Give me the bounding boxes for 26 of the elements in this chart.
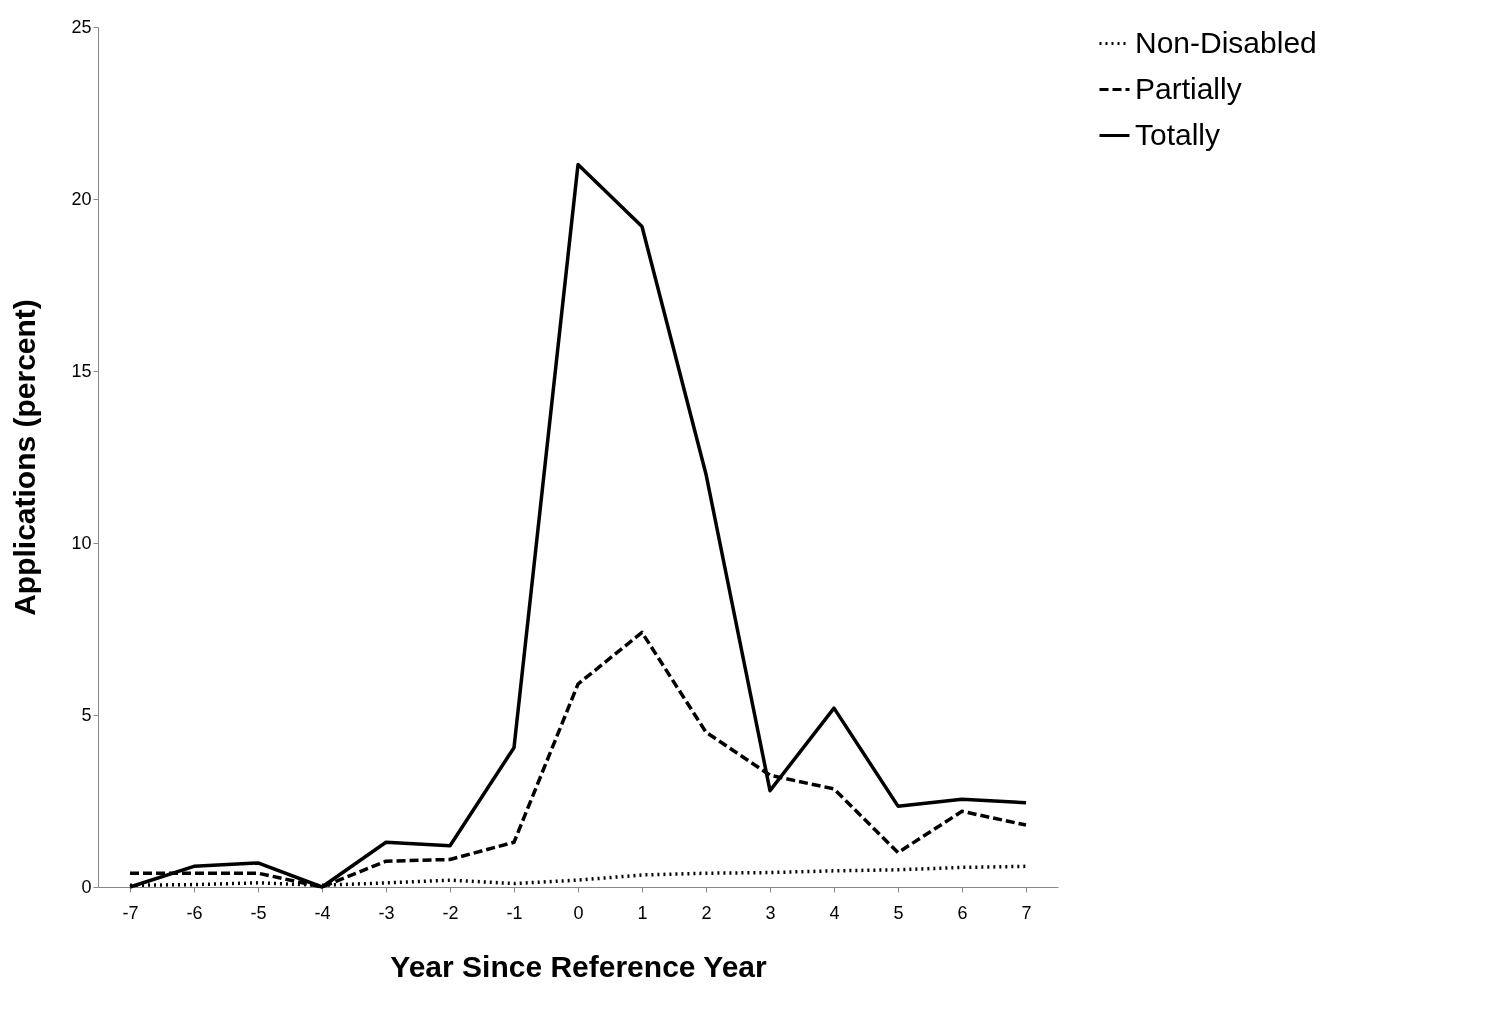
x-tick-label: -5 (250, 902, 267, 923)
y-tick-label: 20 (71, 188, 92, 209)
y-tick-label: 0 (81, 876, 92, 897)
x-tick-label: 2 (701, 902, 712, 923)
x-tick-label: -4 (314, 902, 331, 923)
x-tick-label: -3 (378, 902, 395, 923)
y-tick-label: 25 (71, 16, 92, 37)
x-tick-label: 0 (573, 902, 584, 923)
legend-label: Partially (1135, 71, 1242, 105)
x-tick-label: -7 (122, 902, 139, 923)
x-tick-label: 7 (1021, 902, 1032, 923)
x-tick-label: -2 (442, 902, 459, 923)
y-axis-title: Applications (percent) (8, 299, 42, 616)
y-tick-label: 15 (71, 360, 92, 381)
y-tick-label: 10 (71, 532, 92, 553)
x-tick-label: 3 (765, 902, 776, 923)
legend-label: Totally (1135, 117, 1221, 151)
y-tick-label: 5 (81, 704, 92, 725)
x-tick-label: 1 (637, 902, 648, 923)
x-axis-title: Year Since Reference Year (390, 949, 768, 983)
x-tick-label: 4 (829, 902, 840, 923)
x-tick-label: 6 (957, 902, 968, 923)
x-tick-label: 5 (893, 902, 904, 923)
legend-label: Non-Disabled (1135, 25, 1317, 59)
x-tick-label: -1 (506, 902, 523, 923)
x-tick-label: -6 (186, 902, 203, 923)
